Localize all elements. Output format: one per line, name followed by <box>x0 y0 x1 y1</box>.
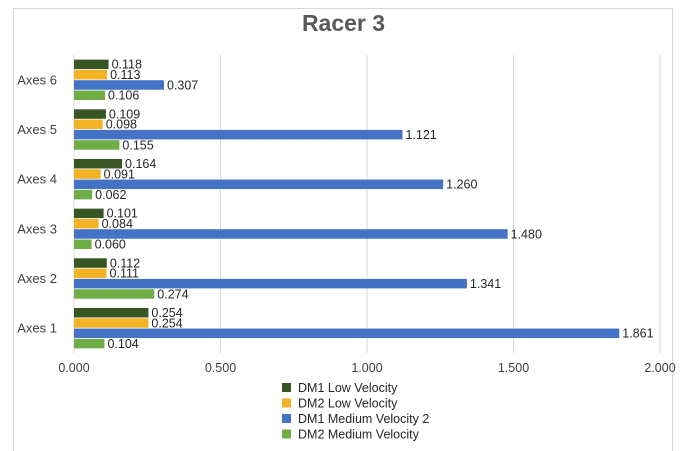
bar <box>74 258 107 268</box>
bar <box>74 307 149 318</box>
x-tick-label: 0.000 <box>58 361 89 375</box>
category-label: Axes 5 <box>17 122 57 137</box>
bar <box>74 239 92 250</box>
x-tick-label: 1.000 <box>351 361 382 375</box>
y-axis-categories: Axes 1 Axes 2 Axes 3 Axes 4 Axes 5 Axes 6 <box>17 72 57 335</box>
bar <box>74 338 105 349</box>
bar <box>74 189 93 200</box>
bar <box>74 278 467 289</box>
data-label: 0.104 <box>107 337 138 351</box>
category-label: Axes 4 <box>17 172 57 187</box>
bar <box>74 140 120 150</box>
legend-label: DM2 Low Velocity <box>298 397 398 411</box>
bar <box>74 289 155 299</box>
data-label: 0.118 <box>112 58 142 72</box>
data-label: 0.113 <box>110 68 140 82</box>
data-label: 0.254 <box>151 316 182 330</box>
bar <box>74 179 444 190</box>
legend-swatch <box>282 414 291 423</box>
data-label: 0.274 <box>157 287 188 301</box>
bar <box>74 318 149 328</box>
data-label: 0.111 <box>110 267 139 281</box>
gridlines <box>73 55 661 353</box>
bar <box>74 80 164 90</box>
bar <box>74 208 104 219</box>
bar <box>74 90 106 101</box>
data-label: 1.121 <box>405 128 436 142</box>
bar <box>74 218 99 229</box>
category-label: Axes 1 <box>17 321 57 336</box>
bar <box>74 129 403 140</box>
data-label: 0.164 <box>125 157 156 171</box>
bar <box>74 328 620 339</box>
data-label: 0.060 <box>95 238 126 252</box>
data-label: 1.861 <box>622 327 653 341</box>
category-label: Axes 3 <box>17 221 57 236</box>
legend-label: DM2 Medium Velocity <box>298 428 420 442</box>
chart-title: Racer 3 <box>301 10 386 36</box>
data-label: 0.106 <box>108 89 139 103</box>
bar <box>74 119 103 130</box>
x-tick-label: 2.000 <box>644 361 675 375</box>
bar <box>74 69 108 80</box>
data-label: 0.091 <box>104 167 135 181</box>
category-label: Axes 2 <box>17 271 57 286</box>
category-label: Axes 6 <box>17 72 57 87</box>
data-label: 0.307 <box>167 78 198 92</box>
legend-label: DM1 Low Velocity <box>298 381 398 395</box>
x-tick-label: 0.500 <box>205 361 236 375</box>
bar <box>74 158 123 169</box>
bar <box>74 229 508 239</box>
data-label: 0.084 <box>102 217 133 231</box>
bar <box>74 59 109 70</box>
data-label: 0.155 <box>122 138 153 152</box>
bar <box>74 169 101 179</box>
legend-swatch <box>282 398 291 408</box>
legend-label: DM1 Medium Velocity 2 <box>298 412 429 426</box>
x-tick-label: 1.500 <box>498 361 529 375</box>
legend-swatch <box>282 383 291 392</box>
legend-swatch <box>282 429 291 439</box>
data-label: 0.062 <box>95 188 126 202</box>
bar <box>74 268 107 279</box>
data-label: 0.112 <box>110 256 140 270</box>
data-label: 1.341 <box>470 277 501 291</box>
bar <box>74 109 106 119</box>
bars <box>74 59 620 349</box>
data-label: 0.109 <box>109 107 140 121</box>
data-label: 0.101 <box>107 207 138 221</box>
data-label: 0.098 <box>106 118 137 132</box>
data-label: 1.260 <box>446 178 477 192</box>
x-axis-ticks: 0.000 0.500 1.000 1.500 2.000 <box>58 361 675 375</box>
data-label: 0.254 <box>151 306 182 320</box>
data-label: 1.480 <box>511 227 542 241</box>
